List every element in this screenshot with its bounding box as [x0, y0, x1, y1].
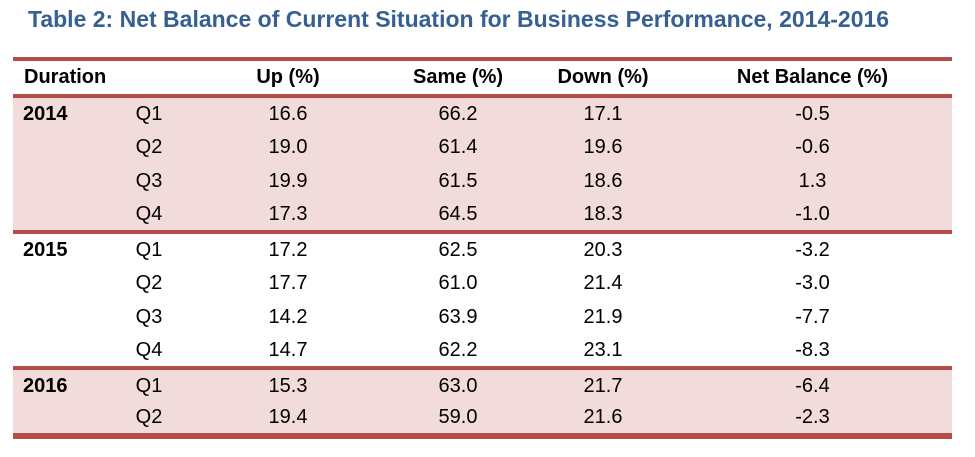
same-cell: 61.0: [438, 271, 478, 294]
same-cell: 61.5: [438, 169, 478, 192]
table-header: Duration Up (%) Same (%) Down (%) Net Ba…: [13, 59, 952, 96]
header-up: Up (%): [256, 66, 320, 88]
year-cell: [13, 402, 105, 436]
quarter-cell: Q3: [135, 169, 163, 192]
up-cell: 14.7: [268, 338, 308, 361]
same-cell: 62.5: [438, 238, 478, 261]
net-balance-cell: -0.5: [795, 102, 830, 125]
up-cell: 16.6: [268, 102, 308, 125]
quarter-cell: Q2: [135, 135, 163, 158]
table-row: 2016 Q1 15.3 63.0 21.7 -6.4: [13, 368, 952, 402]
same-cell: 64.5: [438, 202, 478, 225]
net-balance-cell: -3.0: [795, 271, 830, 294]
year-cell: 2014: [23, 102, 68, 125]
same-cell: 62.2: [438, 338, 478, 361]
year-cell: [13, 130, 105, 164]
header-net-balance: Net Balance (%): [736, 66, 889, 88]
table-row: Q3 19.9 61.5 18.6 1.3: [13, 164, 952, 198]
net-balance-cell: -3.2: [795, 238, 830, 261]
down-cell: 21.4: [583, 271, 623, 294]
year-cell: 2016: [23, 374, 68, 397]
up-cell: 19.9: [268, 169, 308, 192]
year-cell: [13, 198, 105, 232]
net-balance-cell: -8.3: [795, 338, 830, 361]
year-group-2015: 2015 Q1 17.2 62.5 20.3 -3.2 Q2 17.7 61.0 21.4 -3.0…: [13, 232, 952, 368]
year-group-2016: 2016 Q1 15.3 63.0 21.7 -6.4 Q2 19.4 59.0 21.6 -2.3: [13, 368, 952, 436]
net-balance-cell: -6.4: [795, 374, 830, 397]
up-cell: 19.4: [268, 406, 308, 428]
quarter-cell: Q1: [135, 238, 163, 261]
quarter-cell: Q2: [135, 271, 163, 294]
same-cell: 63.9: [438, 305, 478, 328]
header-down: Down (%): [557, 66, 649, 88]
quarter-cell: Q1: [135, 102, 163, 125]
table-row: Q4 17.3 64.5 18.3 -1.0: [13, 198, 952, 232]
same-cell: 66.2: [438, 102, 478, 125]
table-row: 2015 Q1 17.2 62.5 20.3 -3.2: [13, 232, 952, 266]
quarter-cell: Q2: [135, 406, 163, 428]
net-balance-cell: -1.0: [795, 202, 830, 225]
net-balance-cell: 1.3: [798, 169, 827, 192]
header-duration: Duration: [24, 66, 107, 88]
up-cell: 17.3: [268, 202, 308, 225]
header-quarter-spacer: [105, 59, 193, 96]
down-cell: 21.6: [583, 406, 623, 428]
same-cell: 59.0: [438, 406, 478, 428]
up-cell: 15.3: [268, 374, 308, 397]
header-row: Duration Up (%) Same (%) Down (%) Net Ba…: [13, 59, 952, 96]
year-cell: 2015: [23, 238, 68, 261]
down-cell: 18.6: [583, 169, 623, 192]
header-same: Same (%): [412, 66, 504, 88]
down-cell: 20.3: [583, 238, 623, 261]
same-cell: 63.0: [438, 374, 478, 397]
table-row: Q2 19.0 61.4 19.6 -0.6: [13, 130, 952, 164]
net-balance-cell: -0.6: [795, 135, 830, 158]
year-cell: [13, 334, 105, 368]
down-cell: 21.9: [583, 305, 623, 328]
quarter-cell: Q1: [135, 374, 163, 397]
up-cell: 17.7: [268, 271, 308, 294]
table-row: Q4 14.7 62.2 23.1 -8.3: [13, 334, 952, 368]
year-cell: [13, 266, 105, 300]
quarter-cell: Q3: [135, 305, 163, 328]
table-row: 2014 Q1 16.6 66.2 17.1 -0.5: [13, 96, 952, 130]
up-cell: 19.0: [268, 135, 308, 158]
down-cell: 17.1: [583, 102, 623, 125]
table-title: Table 2: Net Balance of Current Situatio…: [28, 6, 890, 32]
year-group-2014: 2014 Q1 16.6 66.2 17.1 -0.5 Q2 19.0 61.4 19.6 -0.6…: [13, 96, 952, 232]
up-cell: 14.2: [268, 305, 308, 328]
year-cell: [13, 300, 105, 334]
table-row: Q3 14.2 63.9 21.9 -7.7: [13, 300, 952, 334]
table-row: Q2 19.4 59.0 21.6 -2.3: [13, 402, 952, 436]
down-cell: 19.6: [583, 135, 623, 158]
quarter-cell: Q4: [135, 338, 163, 361]
year-cell: [13, 164, 105, 198]
quarter-cell: Q4: [135, 202, 163, 225]
same-cell: 61.4: [438, 135, 478, 158]
net-balance-cell: -7.7: [795, 305, 830, 328]
down-cell: 23.1: [583, 338, 623, 361]
net-balance-table: Duration Up (%) Same (%) Down (%) Net Ba…: [13, 57, 952, 439]
up-cell: 17.2: [268, 238, 308, 261]
down-cell: 21.7: [583, 374, 623, 397]
down-cell: 18.3: [583, 202, 623, 225]
net-balance-cell: -2.3: [795, 406, 830, 428]
table-row: Q2 17.7 61.0 21.4 -3.0: [13, 266, 952, 300]
